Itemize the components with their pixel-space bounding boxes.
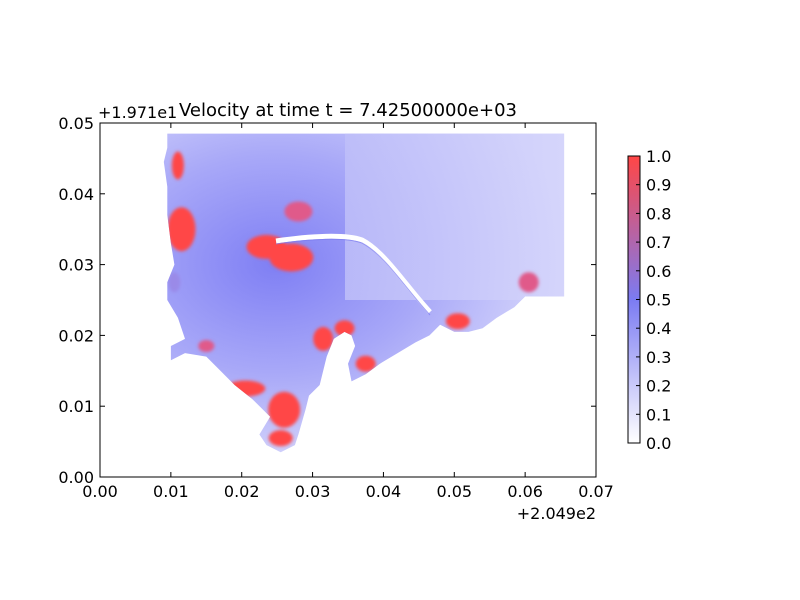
plot-frame	[99, 122, 597, 478]
colorbar-tick-label: 0.2	[646, 377, 671, 396]
y-tick-label: 0.03	[58, 256, 94, 275]
hotspot	[268, 430, 293, 447]
hotspot	[269, 243, 314, 272]
hotspot	[284, 201, 313, 222]
x-tick-label: 0.00	[82, 482, 118, 501]
y-tick-label: 0.02	[58, 326, 94, 345]
x-axis: 0.00 0.01 0.02 0.03 0.04 0.05 0.06 0.07	[82, 123, 614, 501]
x-tick-label: 0.03	[295, 482, 331, 501]
colorbar-ticks: 0.0 0.1 0.2 0.3 0.4 0.5 0.6 0.7 0.8 0.9 1.0	[636, 147, 671, 453]
x-tick-label: 0.02	[224, 482, 260, 501]
chart-title: Velocity at time t = 7.42500000e+03	[179, 100, 517, 121]
hotspot	[334, 320, 355, 337]
hotspot	[198, 340, 215, 352]
colorbar-tick-label: 0.0	[646, 434, 671, 453]
hotspot	[167, 207, 196, 252]
velocity-field	[163, 133, 565, 453]
y-tick-label: 0.01	[58, 397, 94, 416]
x-tick-label: 0.05	[436, 482, 472, 501]
y-axis: 0.00 0.01 0.02 0.03 0.04 0.05	[58, 114, 596, 487]
y-tick-label: 0.04	[58, 185, 94, 204]
hotspot	[268, 391, 301, 428]
colorbar-tick-label: 0.5	[646, 291, 671, 310]
hotspot	[445, 313, 470, 330]
colorbar-tick-label: 0.4	[646, 319, 671, 338]
channel-edge	[275, 238, 431, 316]
colorbar-tick-label: 0.8	[646, 204, 671, 223]
hotspot	[171, 151, 184, 180]
x-tick-label: 0.04	[366, 482, 402, 501]
channel-streak	[275, 233, 432, 314]
colorbar-tick-label: 1.0	[646, 147, 671, 166]
x-tick-label: 0.06	[507, 482, 543, 501]
x-tick-label: 0.07	[578, 482, 614, 501]
x-offset-label: +2.049e2	[517, 504, 596, 523]
hotspot	[355, 355, 376, 372]
colorbar-tick-label: 0.1	[646, 405, 671, 424]
colorbar-tick-label: 0.9	[646, 176, 671, 195]
y-tick-label: 0.00	[58, 468, 94, 487]
hotspot	[518, 272, 539, 293]
hotspot	[168, 272, 181, 293]
x-tick-label: 0.01	[153, 482, 189, 501]
hotspot	[225, 380, 266, 397]
y-tick-label: 0.05	[58, 114, 94, 133]
y-offset-label: +1.971e1	[98, 103, 177, 122]
colorbar-tick-label: 0.6	[646, 262, 671, 281]
hotspot	[313, 326, 334, 351]
colorbar: 0.0 0.1 0.2 0.3 0.4 0.5 0.6 0.7 0.8 0.9 1.0	[627, 147, 671, 453]
colorbar-tick-label: 0.3	[646, 348, 671, 367]
colorbar-tick-label: 0.7	[646, 233, 671, 252]
